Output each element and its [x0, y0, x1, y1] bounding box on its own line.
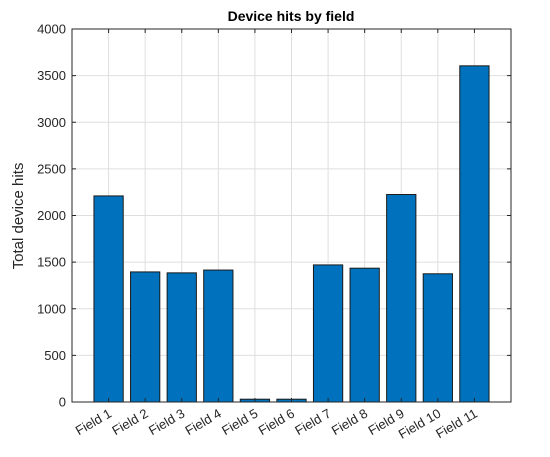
y-axis-label: Total device hits [10, 163, 27, 270]
y-tick-label: 3500 [37, 68, 66, 83]
bar-field-9 [386, 194, 417, 403]
y-tick-label: 3000 [37, 115, 66, 130]
chart-title: Device hits by field [228, 8, 355, 24]
bar-field-7 [312, 264, 344, 403]
bars [93, 65, 490, 403]
bar-field-8 [349, 267, 380, 403]
bar-field-3 [166, 272, 197, 403]
y-tick-labels: 0 500 1000 1500 2000 2500 3000 3500 4000 [37, 22, 66, 410]
y-tick-label: 1000 [37, 301, 66, 316]
y-tick-label: 0 [59, 395, 66, 410]
axes [71, 28, 512, 403]
y-tick-label: 2000 [37, 208, 66, 223]
bar-field-1 [93, 195, 124, 403]
bar-field-11 [459, 65, 490, 403]
bar-field-4 [203, 269, 234, 403]
y-tick-label: 2500 [37, 161, 66, 176]
y-tick-label: 500 [44, 348, 66, 363]
bar-field-2 [130, 271, 161, 403]
y-tick-label: 4000 [37, 22, 66, 37]
y-tick-label: 1500 [37, 255, 66, 270]
bar-field-10 [422, 273, 453, 403]
